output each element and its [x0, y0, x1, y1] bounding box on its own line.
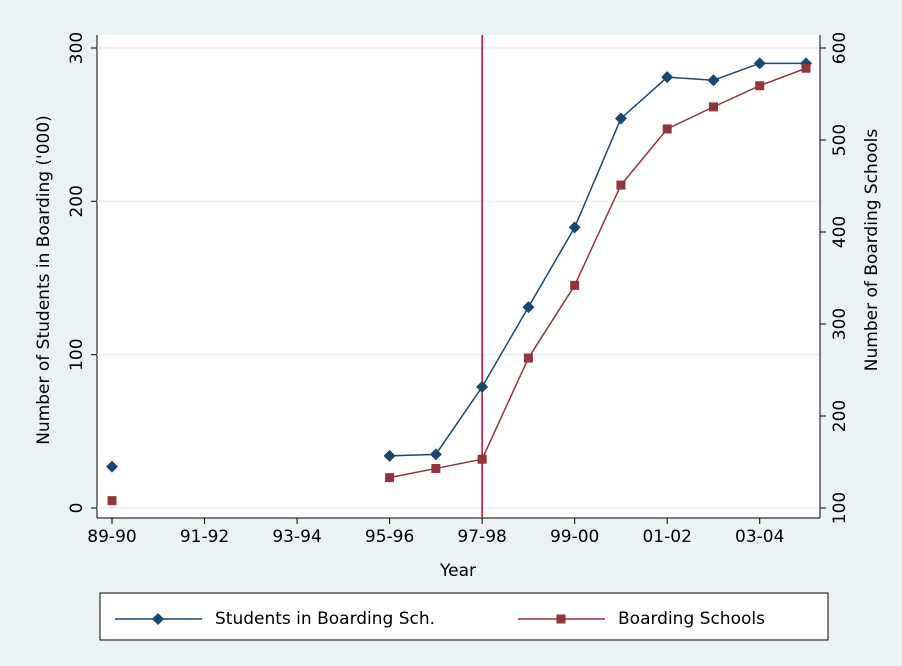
- y-tick-label: 0: [67, 503, 87, 514]
- marker: [800, 57, 812, 70]
- marker: [429, 448, 442, 461]
- y-tick-label: 200: [67, 185, 87, 217]
- marker: [755, 81, 765, 91]
- marker: [477, 454, 487, 464]
- x-tick-label: 93-94: [272, 527, 321, 547]
- y-tick-label: 100: [67, 338, 87, 370]
- series-line: [389, 62, 806, 457]
- marker: [707, 74, 720, 87]
- x-tick-label: 91-92: [180, 527, 229, 547]
- y-tick-label: 300: [67, 32, 87, 64]
- y-axis-title: Number of Students in Boarding ('000): [34, 115, 54, 445]
- marker: [107, 496, 117, 506]
- x-tick-label: 95-96: [365, 527, 414, 547]
- y2-tick-label: 500: [830, 124, 850, 156]
- x-tick-label: 03-04: [735, 527, 784, 547]
- y2-tick-label: 300: [830, 308, 850, 340]
- marker: [801, 63, 811, 73]
- x-tick-label: 97-98: [457, 527, 506, 547]
- series-line: [389, 67, 807, 479]
- marker: [522, 301, 535, 314]
- x-axis-title: Year: [439, 561, 476, 581]
- marker: [708, 102, 718, 112]
- legend-label: Boarding Schools: [618, 609, 765, 629]
- marker: [523, 353, 533, 363]
- x-tick-label: 89-90: [87, 527, 136, 547]
- marker: [106, 460, 118, 473]
- marker: [385, 473, 395, 483]
- legend-label: Students in Boarding Sch.: [215, 609, 435, 629]
- marker: [152, 613, 164, 625]
- marker: [568, 221, 581, 234]
- marker: [383, 449, 396, 462]
- marker: [661, 71, 674, 84]
- y2-tick-label: 600: [830, 32, 850, 64]
- y2-tick-label: 400: [830, 216, 850, 248]
- marker: [753, 57, 766, 70]
- y2-tick-label: 100: [830, 492, 850, 524]
- marker: [616, 180, 626, 190]
- legend-box: [99, 592, 829, 641]
- marker: [431, 463, 441, 473]
- plot-area: [97, 35, 820, 518]
- x-tick-label: 01-02: [642, 527, 691, 547]
- marker: [614, 112, 627, 125]
- marker: [662, 124, 672, 134]
- marker: [476, 380, 489, 393]
- x-tick-label: 99-00: [550, 527, 599, 547]
- y2-axis-title: Number of Boarding Schools: [862, 129, 882, 372]
- marker: [570, 280, 580, 290]
- marker: [556, 614, 566, 624]
- y2-tick-label: 200: [830, 400, 850, 432]
